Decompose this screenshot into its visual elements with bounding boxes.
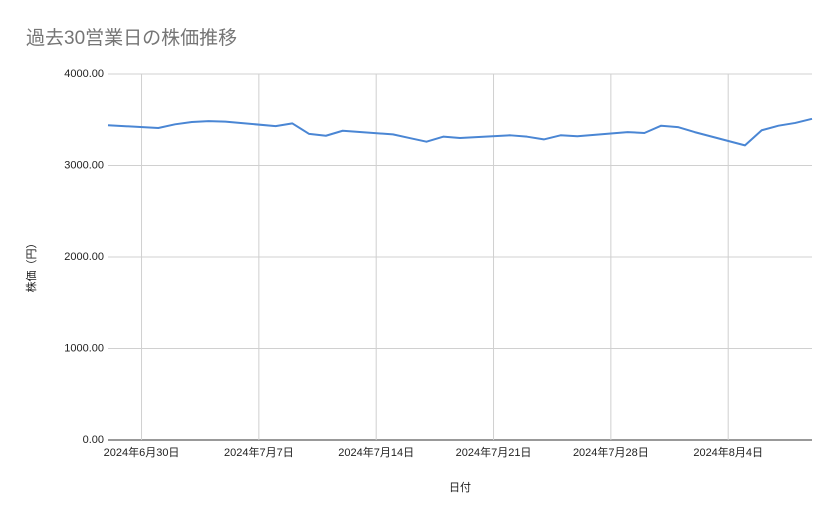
data-line (107, 117, 813, 147)
chart-title: 過去30営業日の株価推移 (26, 27, 237, 49)
y-tick-label: 3000.00 (64, 159, 104, 171)
x-axis-label: 日付 (449, 481, 471, 494)
y-tick-label: 1000.00 (64, 342, 104, 354)
y-tick-label: 0.00 (83, 434, 104, 446)
x-tick-label: 2024年7月28日 (573, 445, 649, 459)
x-tick-label: 2024年7月7日 (224, 445, 294, 459)
y-tick-label: 2000.00 (64, 251, 104, 263)
x-tick-label: 2024年7月21日 (456, 445, 532, 459)
x-tick-label: 2024年6月30日 (104, 445, 180, 459)
x-tick-label: 2024年8月4日 (693, 445, 763, 459)
x-tick-label: 2024年7月14日 (338, 445, 414, 459)
y-axis-label: 株価（円） (24, 238, 38, 293)
y-tick-label: 4000.00 (64, 68, 104, 80)
